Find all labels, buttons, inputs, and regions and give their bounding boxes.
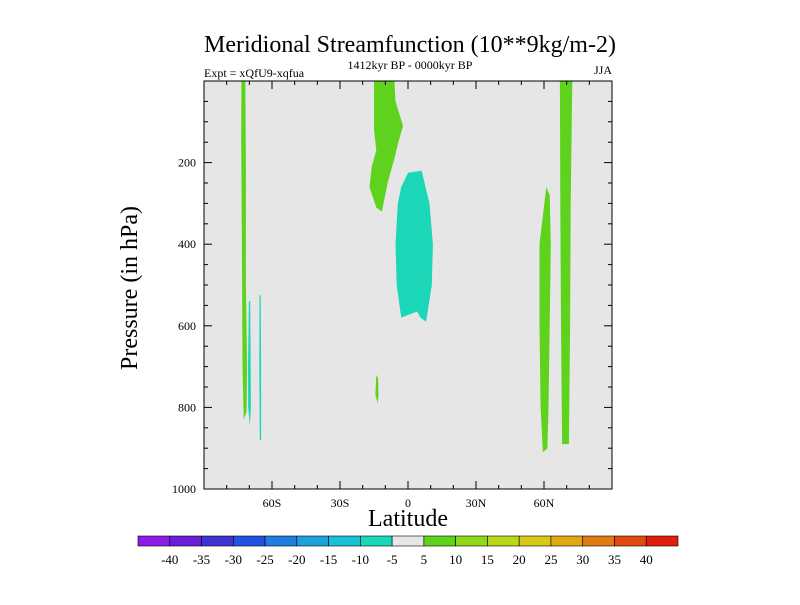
y-tick-label: 800 bbox=[178, 400, 196, 414]
colorbar-label: -25 bbox=[256, 552, 273, 567]
colorbar-swatch bbox=[360, 535, 393, 547]
region-nh-positive-1 bbox=[539, 187, 551, 453]
colorbar-swatch bbox=[137, 535, 171, 547]
y-axis-title: Pressure (in hPa) bbox=[117, 206, 143, 370]
colorbar-label: -35 bbox=[193, 552, 210, 567]
colorbar-label: -5 bbox=[387, 552, 398, 567]
colorbar-swatch bbox=[487, 535, 520, 547]
x-tick-label: 60S bbox=[263, 496, 282, 510]
y-axis-ticks: 200 400 600 800 1000 bbox=[172, 100, 612, 496]
colorbar: -40 -35 -30 -25 -20 -15 -10 -5 5 10 15 20 25 30 35 40 bbox=[137, 535, 679, 567]
colorbar-label: -15 bbox=[320, 552, 337, 567]
region-tropical-upper-positive bbox=[369, 81, 403, 212]
contour-regions bbox=[241, 81, 573, 453]
subtitle-left: Expt = xQfU9-xqfua bbox=[204, 66, 305, 80]
colorbar-label: 5 bbox=[421, 552, 428, 567]
x-tick-label: 30N bbox=[466, 496, 487, 510]
region-sh-polar-negative-2 bbox=[259, 295, 262, 440]
x-tick-label: 60N bbox=[534, 496, 555, 510]
colorbar-swatch bbox=[423, 535, 456, 547]
x-axis-ticks: 60S 30S 0 30N 60N bbox=[226, 81, 590, 510]
colorbar-label: -10 bbox=[352, 552, 369, 567]
x-tick-label: 0 bbox=[405, 496, 411, 510]
region-tropical-lower-positive-spot bbox=[375, 374, 379, 404]
region-tropical-negative bbox=[395, 170, 433, 322]
subtitle-center: 1412kyr BP - 0000kyr BP bbox=[348, 58, 473, 72]
colorbar-swatch bbox=[391, 535, 425, 547]
colorbar-swatch bbox=[614, 535, 647, 547]
colorbar-label: 10 bbox=[449, 552, 462, 567]
colorbar-swatch bbox=[550, 535, 584, 547]
colorbar-label: -20 bbox=[288, 552, 305, 567]
colorbar-swatch bbox=[264, 535, 298, 547]
colorbar-label: 40 bbox=[640, 552, 653, 567]
y-tick-label: 200 bbox=[178, 156, 196, 170]
colorbar-swatch bbox=[518, 535, 552, 547]
colorbar-label: 15 bbox=[481, 552, 494, 567]
colorbar-swatch bbox=[169, 535, 202, 547]
colorbar-swatch bbox=[201, 535, 234, 547]
colorbar-swatch bbox=[328, 535, 361, 547]
x-axis-title: Latitude bbox=[368, 506, 448, 532]
colorbar-label: 30 bbox=[576, 552, 589, 567]
y-tick-label: 1000 bbox=[172, 482, 196, 496]
colorbar-label: -30 bbox=[225, 552, 242, 567]
colorbar-swatch bbox=[645, 535, 679, 547]
colorbar-label: -40 bbox=[161, 552, 178, 567]
region-nh-positive-2 bbox=[559, 81, 573, 445]
x-tick-label: 30S bbox=[331, 496, 350, 510]
colorbar-swatch bbox=[232, 535, 266, 547]
colorbar-swatch bbox=[296, 535, 329, 547]
region-sh-polar-positive bbox=[241, 81, 248, 420]
y-tick-label: 400 bbox=[178, 237, 196, 251]
colorbar-swatch bbox=[455, 535, 488, 547]
colorbar-swatch bbox=[582, 535, 615, 547]
subtitle-right: JJA bbox=[594, 63, 612, 77]
chart-title: Meridional Streamfunction (10**9kg/m-2) bbox=[204, 32, 616, 58]
colorbar-label: 20 bbox=[513, 552, 526, 567]
y-tick-label: 600 bbox=[178, 319, 196, 333]
colorbar-label: 35 bbox=[608, 552, 621, 567]
colorbar-label: 25 bbox=[544, 552, 557, 567]
region-sh-polar-negative-1 bbox=[248, 301, 251, 426]
